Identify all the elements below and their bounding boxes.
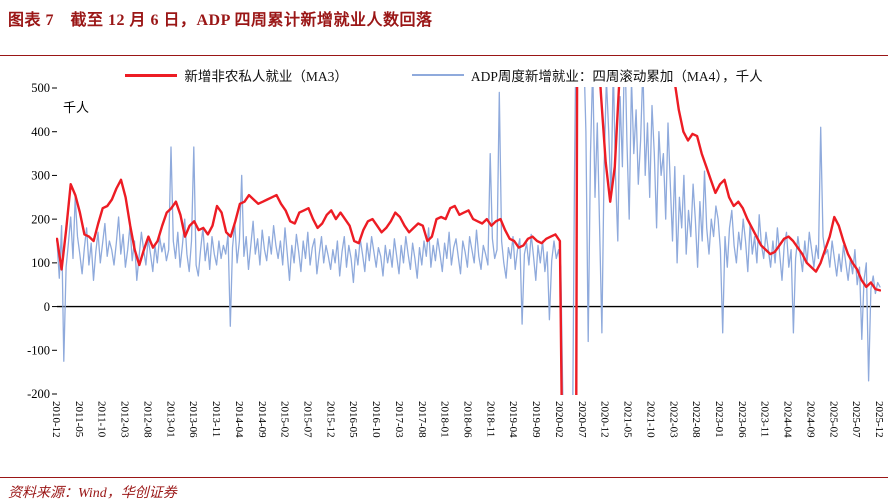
x-tick-label: 2022-08 xyxy=(690,401,702,438)
x-tick-label: 2025-07 xyxy=(850,401,862,438)
x-tick-label: 2025-02 xyxy=(827,401,839,438)
x-tick-label: 2023-06 xyxy=(736,401,748,438)
y-tick-label: 200 xyxy=(31,212,50,226)
x-tick-label: 2020-07 xyxy=(576,401,588,438)
legend-item-nonfarm: 新增非农私人就业（MA3） xyxy=(125,65,348,85)
x-tick-label: 2022-03 xyxy=(667,401,679,438)
source-note: 资料来源：Wind，华创证券 xyxy=(8,486,177,501)
x-tick-label: 2023-11 xyxy=(759,401,771,437)
legend-label-adp: ADP周度新增就业：四周滚动累加（MA4），千人 xyxy=(470,69,763,84)
x-tick-label: 2018-06 xyxy=(462,401,474,438)
y-tick-label: -100 xyxy=(27,343,50,357)
x-tick-label: 2014-04 xyxy=(233,401,245,438)
x-tick-label: 2016-10 xyxy=(370,401,382,438)
x-tick-label: 2015-12 xyxy=(324,401,336,438)
blue-line-swatch xyxy=(411,74,464,76)
x-tick-label: 2020-02 xyxy=(553,401,565,438)
x-tick-label: 2017-03 xyxy=(393,401,405,438)
x-tick-label: 2021-05 xyxy=(622,401,634,438)
x-tick-label: 2012-03 xyxy=(119,401,131,438)
y-tick-label: 500 xyxy=(31,81,50,95)
chart-title: 图表 7 截至 12 月 6 日，ADP 四周累计新增就业人数回落 xyxy=(8,12,433,29)
x-tick-label: 2015-02 xyxy=(279,401,291,438)
y-axis-unit-label: 千人 xyxy=(63,100,90,115)
y-tick-label: 400 xyxy=(31,125,50,139)
x-tick-label: 2019-09 xyxy=(530,401,542,438)
x-tick-label: 2019-04 xyxy=(507,401,519,438)
series-adp-blue-line xyxy=(56,87,881,395)
x-tick-label: 2023-01 xyxy=(713,401,725,438)
y-tick-label: 300 xyxy=(31,169,50,183)
y-tick-label: 100 xyxy=(31,256,50,270)
x-tick-label: 2013-01 xyxy=(164,401,176,438)
x-tick-label: 2020-12 xyxy=(599,401,611,438)
x-tick-label: 2024-04 xyxy=(782,401,794,438)
x-tick-label: 2021-10 xyxy=(644,401,656,438)
x-tick-label: 2024-09 xyxy=(804,401,816,438)
x-tick-label: 2010-12 xyxy=(50,401,62,438)
x-tick-label: 2011-10 xyxy=(96,401,108,438)
red-line-swatch xyxy=(125,73,178,77)
x-tick-label: 2015-07 xyxy=(301,401,313,438)
x-tick-label: 2018-11 xyxy=(484,401,496,437)
x-tick-label: 2025-12 xyxy=(873,401,885,438)
x-tick-label: 2014-09 xyxy=(256,401,268,438)
x-tick-label: 2016-05 xyxy=(347,401,359,438)
x-tick-label: 2013-06 xyxy=(187,401,199,438)
series-nonfarm-red-line xyxy=(56,87,881,395)
footer-divider xyxy=(0,477,888,478)
legend-item-adp: ADP周度新增就业：四周滚动累加（MA4），千人 xyxy=(411,65,763,85)
title-divider xyxy=(0,55,888,56)
chart-legend: 新增非农私人就业（MA3） ADP周度新增就业：四周滚动累加（MA4），千人 xyxy=(0,64,888,86)
x-tick-label: 2013-11 xyxy=(210,401,222,437)
y-tick-label: 0 xyxy=(44,300,50,314)
x-tick-label: 2018-01 xyxy=(439,401,451,438)
x-tick-label: 2011-05 xyxy=(73,401,85,438)
legend-label-nonfarm: 新增非农私人就业（MA3） xyxy=(184,69,348,84)
x-tick-label: 2017-08 xyxy=(416,401,428,438)
y-tick-label: -200 xyxy=(27,387,50,401)
x-tick-label: 2012-08 xyxy=(141,401,153,438)
